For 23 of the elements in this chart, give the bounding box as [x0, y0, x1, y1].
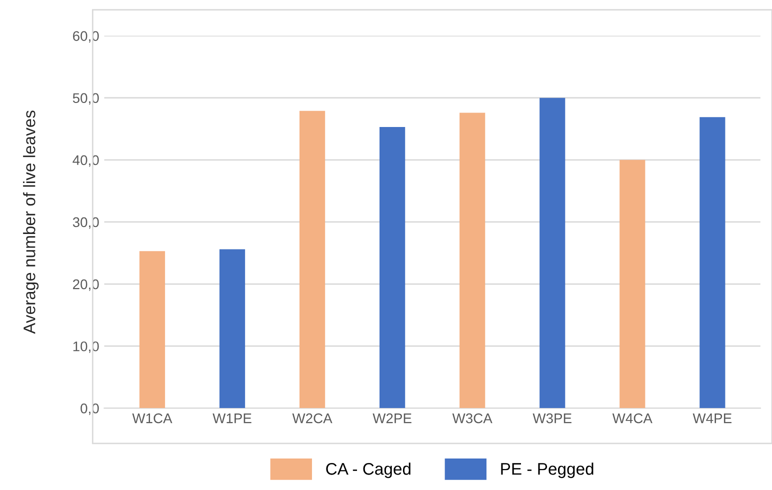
bar [139, 251, 166, 408]
x-tick-label: W2PE [372, 413, 412, 424]
x-tick-label: W4CA [612, 413, 652, 424]
x-tick-label: W3PE [532, 413, 572, 424]
x-tick-label: W3CA [452, 413, 492, 424]
bar [380, 127, 406, 408]
bar [620, 160, 646, 408]
y-tick-label: 60,0 [73, 31, 99, 43]
bar [700, 117, 726, 408]
bar [540, 98, 566, 408]
y-tick-label: 40,0 [72, 155, 99, 167]
legend-label: PE - Pegged [501, 462, 594, 478]
bar [299, 110, 326, 408]
bar [219, 249, 246, 408]
x-tick-label: W2CA [292, 413, 332, 424]
y-tick-label: 50,0 [72, 93, 99, 105]
y-tick-label: 30,0 [72, 217, 99, 229]
bar [460, 112, 486, 408]
legend-label: CA - Caged [326, 462, 410, 478]
y-axis-title: Average number of live leaves [23, 110, 39, 334]
x-tick-label: W1CA [132, 413, 172, 424]
x-tick-label: W1PE [212, 414, 252, 424]
x-tick-label: W4PE [692, 414, 732, 424]
